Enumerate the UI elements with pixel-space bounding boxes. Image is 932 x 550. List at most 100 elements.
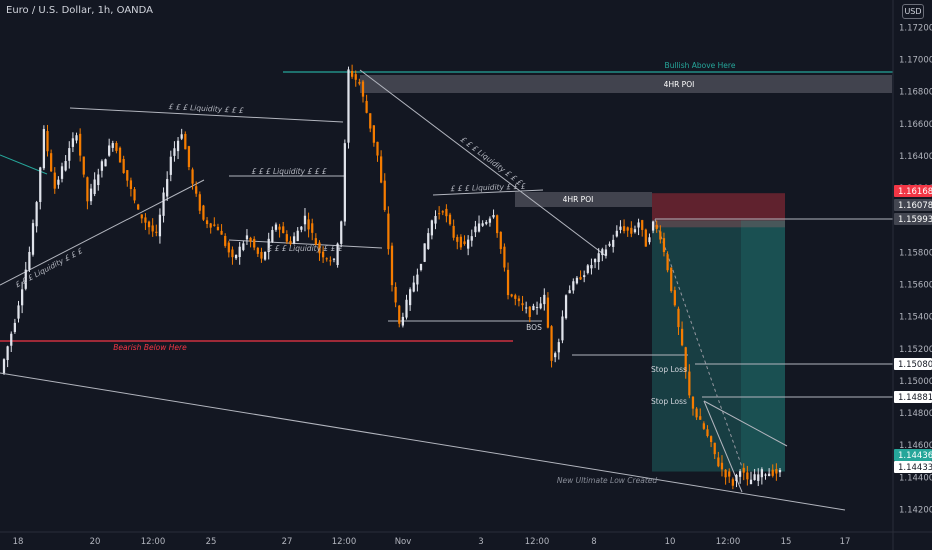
candle-body [438,213,441,215]
candle-body [764,474,767,476]
liquidity-line-4 [432,189,544,196]
rising-trendline [0,179,205,286]
candle-body [749,479,753,485]
candle-body [412,282,415,292]
candle-body [227,242,230,253]
candle-body [267,238,270,253]
candle-body [57,179,60,185]
candle-body [416,274,419,285]
candle-body [666,254,669,271]
candle-body [361,81,365,97]
price-label-text: 1.16168 [898,187,932,197]
candle-body [477,223,481,232]
candle-body [307,219,310,230]
candle-body [39,167,42,202]
candle-body [184,133,187,150]
candle-body [216,226,220,231]
candle-body [365,100,368,113]
price-tick-label: 1.15200 [899,345,932,355]
price-label-text: 1.14433 [898,463,932,473]
candle-body [336,243,339,266]
candle-body [575,277,579,284]
candle-body [354,74,357,80]
candle-body [499,231,502,250]
price-tick-label: 1.16600 [899,120,932,130]
candle-body [155,231,158,233]
candle-body [274,224,278,230]
candle-body [517,298,521,302]
candle-body [546,297,550,328]
candle-body [702,423,705,429]
candle-body [778,470,782,473]
candle-body [358,82,361,84]
time-tick-label: 17 [840,537,851,547]
candle-body [456,237,459,242]
time-tick-label: 12:00 [716,537,741,547]
candle-body [292,236,296,244]
price-tick-label: 1.16400 [899,152,932,162]
candle-body [325,258,328,260]
currency-button[interactable]: USD [902,4,924,19]
price-label-text: 1.15993 [898,215,932,225]
descending-trendline [359,69,607,257]
candle-body [506,269,510,296]
candle-body [655,224,658,229]
candle-body [169,156,172,175]
liquidity-label-3: £ £ £ Liquidity £ £ £ [267,244,342,253]
bearish-label: Bearish Below Here [113,343,187,352]
candle-body [579,277,582,280]
candle-body [409,289,412,306]
candle-body [503,246,506,268]
poi-label-top: 4HR POI [664,80,695,89]
candle-body [198,194,201,211]
candle-body [651,221,655,231]
candle-body [282,226,285,234]
candle-body [496,215,499,234]
candle-body [21,289,24,306]
price-label-text: 1.15080 [898,360,932,370]
candle-body [108,145,111,156]
candle-body [448,214,452,225]
candle-body [709,436,713,443]
candle-body [379,156,383,183]
candle-body [234,254,238,259]
candle-body [564,295,568,319]
candle-body [195,186,198,194]
candle-body [118,147,122,163]
candle-body [662,238,666,253]
candle-body [245,235,249,240]
candle-body [6,346,9,361]
candle-body [713,442,716,455]
candle-body [147,221,151,228]
price-tick-label: 1.15000 [899,377,932,387]
stop-loss-label-2: Stop Loss [651,397,687,406]
candle-body [187,146,191,168]
candle-body [205,220,209,225]
candle-body [75,135,78,141]
candle-body [53,172,56,189]
candle-body [122,159,125,173]
time-tick-label: 12:00 [141,537,166,547]
candle-body [706,429,709,437]
candle-body [699,416,702,420]
candle-body [691,396,695,409]
candle-body [394,286,397,303]
candle-body [140,214,143,219]
candle-body [720,462,724,470]
candle-body [434,215,437,224]
bullish-label: Bullish Above Here [665,61,736,70]
candle-body [35,202,38,227]
candle-body [321,251,325,258]
candle-body [583,275,586,278]
candle-body [633,229,637,233]
candle-body [673,290,676,306]
symbol-title: Euro / U.S. Dollar, 1h, OANDA [6,5,154,16]
time-tick-label: 25 [206,537,217,547]
candle-body [68,148,71,161]
candle-body [684,347,687,372]
candle-body [17,305,20,319]
candle-body [86,177,89,202]
candle-body [514,295,517,299]
